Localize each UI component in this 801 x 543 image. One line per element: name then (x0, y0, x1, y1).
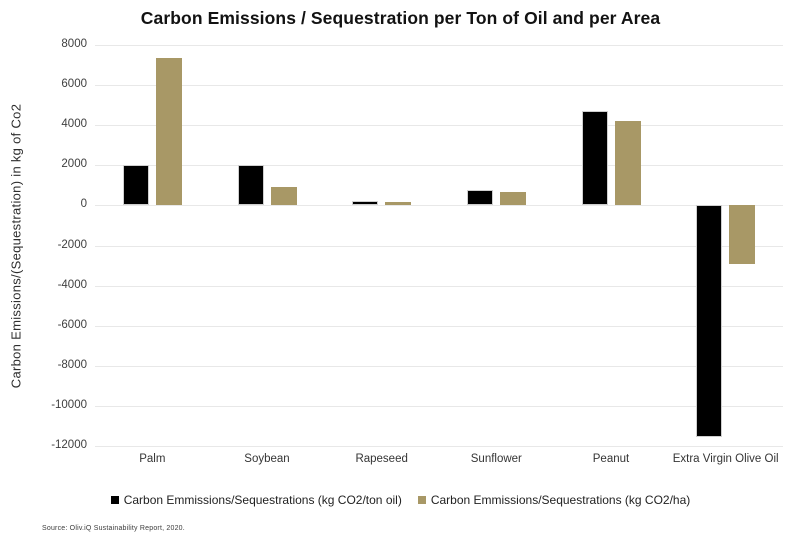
bar-sunflower-s0 (466, 190, 493, 206)
source-note: Source: Oliv.iQ Sustainability Report, 2… (42, 525, 185, 532)
bar-palm-s0 (122, 165, 149, 206)
bar-extra-virgin-olive-oil-s1 (729, 205, 756, 265)
x-axis-label-palm: Palm (139, 453, 166, 465)
bar-soybean-s1 (270, 187, 297, 206)
y-axis-tick-label: 4000 (61, 118, 87, 131)
gridline (95, 245, 783, 247)
bar-rapeseed-s1 (385, 202, 412, 206)
legend-item: Carbon Emmissions/Sequestrations (kg CO2… (417, 493, 691, 507)
bar-peanut-s1 (614, 121, 641, 206)
gridline (95, 205, 783, 207)
y-axis-tick-label: -2000 (57, 238, 87, 251)
legend-label: Carbon Emmissions/Sequestrations (kg CO2… (430, 493, 691, 507)
y-axis-tick-label: -10000 (51, 398, 87, 411)
legend-item: Carbon Emmissions/Sequestrations (kg CO2… (110, 493, 402, 507)
bar-rapeseed-s0 (352, 201, 379, 206)
y-axis-tick-label: 0 (80, 198, 87, 211)
gridline (95, 165, 783, 167)
x-axis-label-extra-virgin-olive-oil: Extra Virgin Olive Oil (672, 453, 779, 465)
gridline (95, 365, 783, 367)
bar-soybean-s0 (237, 165, 264, 206)
y-axis-tick-label: -8000 (57, 358, 87, 371)
x-axis-label-soybean: Soybean (244, 453, 290, 465)
gridline (95, 405, 783, 407)
legend-label: Carbon Emmissions/Sequestrations (kg CO2… (123, 493, 402, 507)
x-axis-label-peanut: Peanut (592, 453, 630, 465)
y-axis-tick-label: 6000 (61, 78, 87, 91)
y-axis-tick-label: -4000 (57, 278, 87, 291)
y-axis-tick-label: 2000 (61, 158, 87, 171)
y-axis-tick-label: 8000 (61, 38, 87, 50)
legend-marker-square (417, 496, 426, 504)
bar-peanut-s0 (581, 111, 608, 206)
bar-sunflower-s1 (499, 192, 526, 206)
x-axis-label-rapeseed: Rapeseed (355, 453, 408, 465)
bar-palm-s1 (155, 58, 182, 206)
gridline (95, 285, 783, 287)
chart-title: Carbon Emissions / Sequestration per Ton… (140, 8, 661, 28)
gridline (95, 325, 783, 327)
legend-marker-square (110, 496, 119, 504)
bar-extra-virgin-olive-oil-s0 (696, 205, 723, 437)
y-axis-tick-label: -12000 (51, 439, 87, 451)
legend: Carbon Emmissions/Sequestrations (kg CO2… (0, 493, 801, 507)
gridline (95, 125, 783, 127)
x-axis-label-sunflower: Sunflower (470, 453, 522, 465)
gridline (95, 45, 783, 46)
gridline (95, 85, 783, 87)
y-axis-tick-label: -6000 (57, 318, 87, 331)
gridline (95, 446, 783, 447)
